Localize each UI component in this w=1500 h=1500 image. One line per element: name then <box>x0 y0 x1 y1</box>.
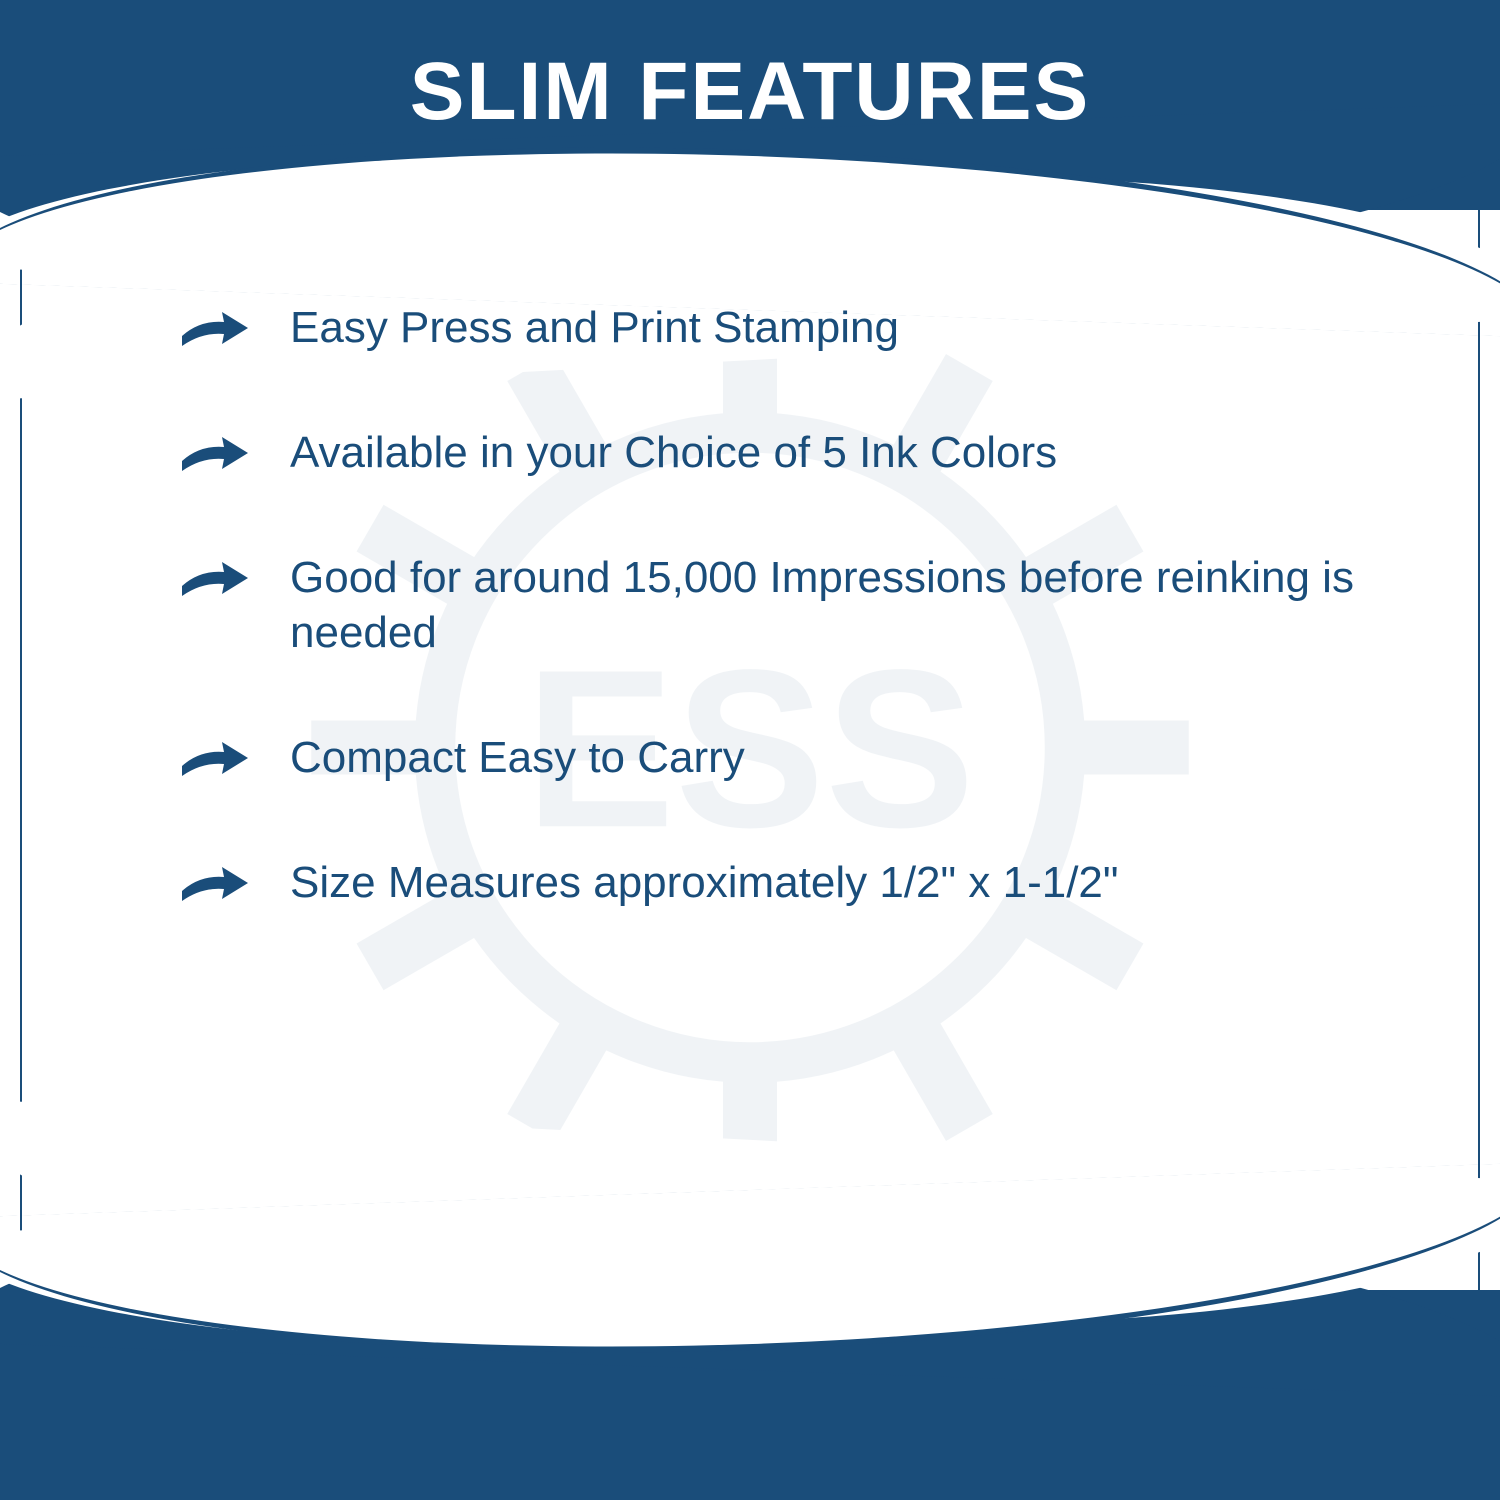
feature-row: Size Measures approximately 1/2" x 1-1/2… <box>180 855 1380 910</box>
feature-text: Good for around 15,000 Impressions befor… <box>290 550 1380 660</box>
feature-text: Size Measures approximately 1/2" x 1-1/2… <box>290 855 1119 910</box>
feature-row: Compact Easy to Carry <box>180 730 1380 785</box>
feature-text: Easy Press and Print Stamping <box>290 300 899 355</box>
feature-row: Good for around 15,000 Impressions befor… <box>180 550 1380 660</box>
arrow-right-icon <box>180 736 260 785</box>
feature-row: Easy Press and Print Stamping <box>180 300 1380 355</box>
arrow-right-icon <box>180 861 260 910</box>
arrow-right-icon <box>180 556 260 605</box>
arrow-right-icon <box>180 431 260 480</box>
features-list: Easy Press and Print Stamping Available … <box>180 300 1380 980</box>
arrow-right-icon <box>180 306 260 355</box>
feature-text: Available in your Choice of 5 Ink Colors <box>290 425 1057 480</box>
feature-row: Available in your Choice of 5 Ink Colors <box>180 425 1380 480</box>
feature-text: Compact Easy to Carry <box>290 730 745 785</box>
page-title: SLIM FEATURES <box>0 45 1500 139</box>
